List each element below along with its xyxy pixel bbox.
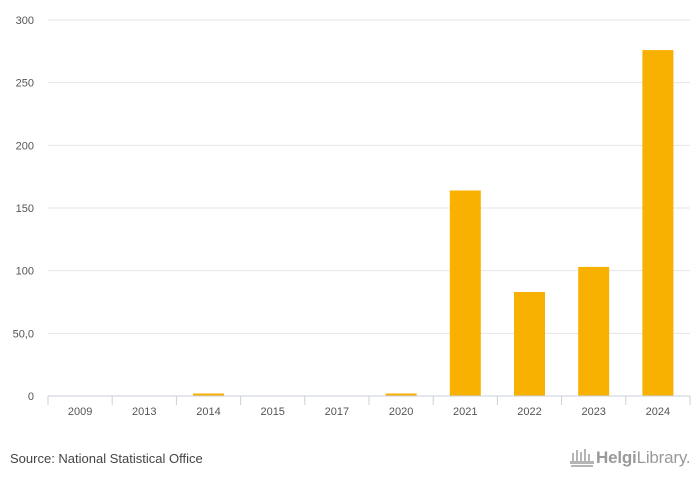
x-tick-label: 2022 — [517, 406, 541, 418]
bar[interactable] — [385, 393, 417, 396]
bar[interactable] — [514, 291, 545, 396]
x-tick-label: 2009 — [68, 406, 92, 418]
brand-name-bold: Helgi — [596, 448, 637, 467]
x-tick-label: 2024 — [646, 406, 670, 418]
y-tick-label: 50,0 — [13, 328, 34, 340]
x-tick-label: 2013 — [132, 406, 156, 418]
bar-chart: 2009 2013 2014 2015 2017 2020 2021 2022 2023 2024… — [13, 15, 691, 418]
helgi-library-logo-icon — [570, 449, 594, 467]
bar[interactable] — [193, 393, 224, 396]
bar[interactable] — [642, 50, 674, 397]
bar[interactable] — [449, 190, 481, 396]
y-tick-label: 200 — [16, 140, 34, 152]
x-tick-label: 2021 — [453, 406, 477, 418]
x-tick-label: 2014 — [196, 406, 220, 418]
source-note: Source: National Statistical Office — [10, 451, 203, 466]
brand-name-light: Library. — [636, 448, 691, 467]
y-tick-label: 300 — [16, 15, 34, 27]
x-tick-label: 2015 — [260, 406, 284, 418]
y-tick-label: 100 — [16, 266, 34, 278]
x-tick-label: 2017 — [325, 406, 349, 418]
brand-name: HelgiLibrary. — [596, 448, 691, 468]
x-tick-label: 2020 — [389, 406, 413, 418]
x-axis: 2009 2013 2014 2015 2017 2020 2021 2022 2023 2024 — [47, 395, 691, 418]
y-tick-label: 150 — [16, 203, 34, 215]
y-axis: 0 50,0 100 150 200 250 300 — [13, 15, 34, 403]
y-tick-label: 250 — [16, 78, 34, 90]
brand-logo[interactable]: HelgiLibrary. — [568, 447, 691, 469]
y-tick-label: 0 — [28, 391, 34, 403]
bars — [193, 50, 674, 397]
x-tick-label: 2023 — [581, 406, 605, 418]
bar[interactable] — [578, 266, 610, 396]
